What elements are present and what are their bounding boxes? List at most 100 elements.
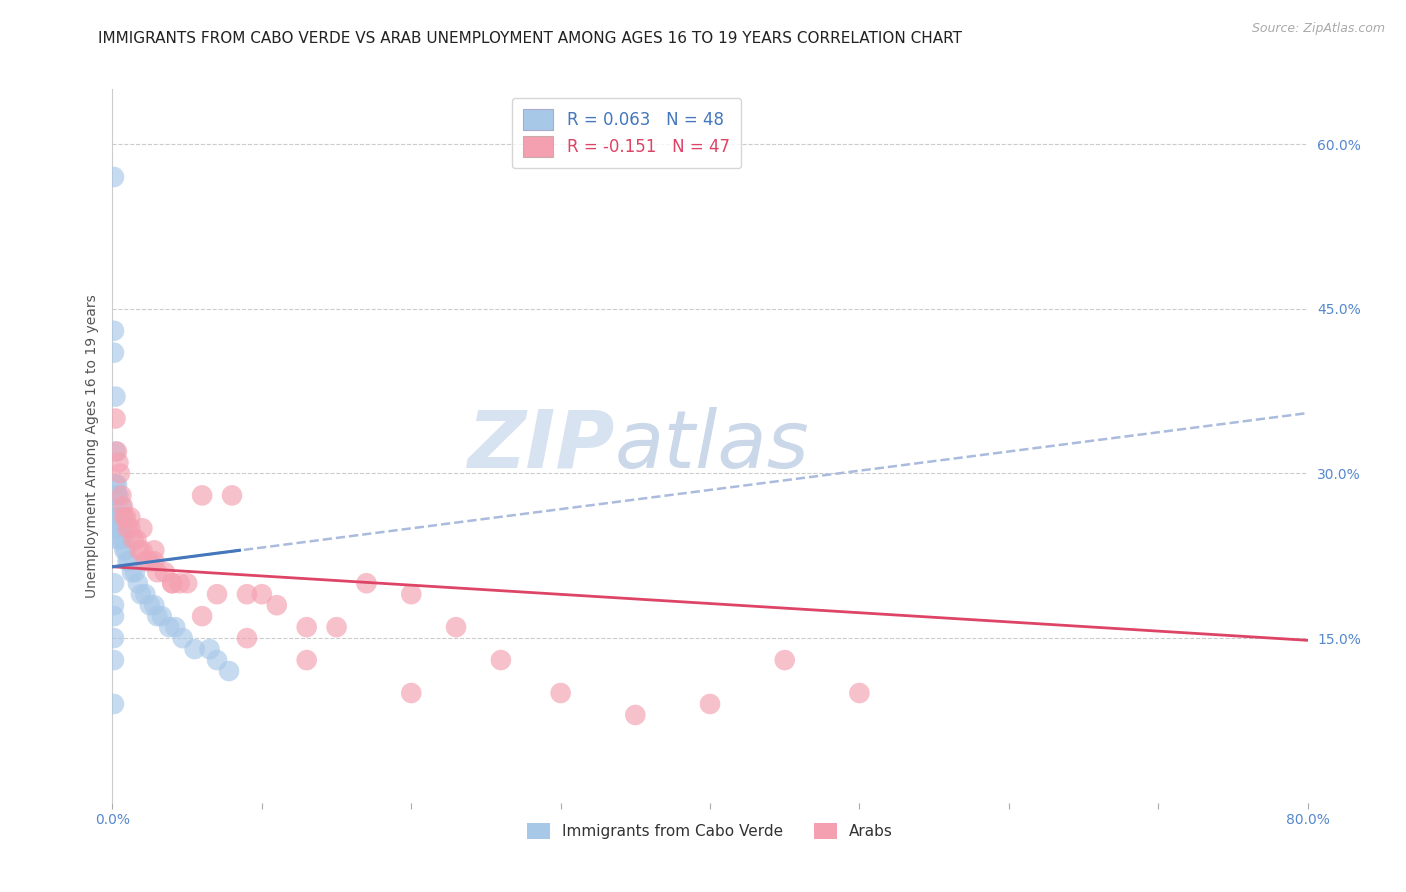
- Point: [103, 345, 125, 359]
- Point: [115, 510, 138, 524]
- Point: [104, 477, 127, 491]
- Point: [444, 620, 467, 634]
- Point: [105, 477, 128, 491]
- Point: [129, 587, 152, 601]
- Point: [104, 444, 127, 458]
- Point: [107, 488, 129, 502]
- Point: [176, 576, 198, 591]
- Point: [183, 642, 205, 657]
- Point: [250, 587, 273, 601]
- Point: [325, 620, 347, 634]
- Point: [103, 609, 125, 624]
- Point: [356, 576, 378, 591]
- Point: [110, 500, 132, 514]
- Point: [124, 566, 146, 580]
- Point: [107, 521, 129, 535]
- Point: [103, 169, 125, 184]
- Text: Source: ZipAtlas.com: Source: ZipAtlas.com: [1251, 22, 1385, 36]
- Point: [146, 566, 169, 580]
- Point: [111, 510, 134, 524]
- Point: [125, 533, 148, 547]
- Point: [107, 510, 129, 524]
- Point: [107, 455, 129, 469]
- Point: [134, 587, 156, 601]
- Point: [120, 510, 142, 524]
- Point: [128, 543, 150, 558]
- Text: IMMIGRANTS FROM CABO VERDE VS ARAB UNEMPLOYMENT AMONG AGES 16 TO 19 YEARS CORREL: IMMIGRANTS FROM CABO VERDE VS ARAB UNEMP…: [98, 31, 963, 46]
- Point: [266, 598, 288, 612]
- Point: [131, 543, 153, 558]
- Point: [127, 576, 149, 591]
- Legend: Immigrants from Cabo Verde, Arabs: Immigrants from Cabo Verde, Arabs: [522, 817, 898, 845]
- Point: [205, 653, 228, 667]
- Point: [143, 543, 166, 558]
- Point: [117, 554, 139, 568]
- Point: [699, 697, 721, 711]
- Point: [131, 521, 153, 535]
- Point: [169, 576, 191, 591]
- Point: [110, 488, 132, 502]
- Point: [162, 576, 183, 591]
- Point: [117, 521, 139, 535]
- Point: [104, 411, 127, 425]
- Point: [139, 554, 162, 568]
- Point: [157, 620, 180, 634]
- Point: [172, 631, 194, 645]
- Point: [108, 510, 131, 524]
- Point: [198, 642, 221, 657]
- Point: [120, 521, 142, 535]
- Point: [153, 566, 176, 580]
- Point: [111, 500, 134, 514]
- Point: [110, 521, 132, 535]
- Point: [105, 521, 128, 535]
- Point: [103, 576, 125, 591]
- Text: atlas: atlas: [614, 407, 810, 485]
- Point: [104, 390, 127, 404]
- Point: [103, 631, 125, 645]
- Point: [848, 686, 870, 700]
- Point: [624, 708, 647, 723]
- Point: [103, 598, 125, 612]
- Point: [111, 533, 134, 547]
- Point: [295, 620, 318, 634]
- Point: [143, 554, 166, 568]
- Point: [218, 664, 240, 678]
- Text: ZIP: ZIP: [467, 407, 614, 485]
- Point: [134, 554, 156, 568]
- Point: [118, 554, 141, 568]
- Point: [221, 488, 243, 502]
- Point: [114, 510, 135, 524]
- Point: [103, 697, 125, 711]
- Point: [401, 686, 423, 700]
- Point: [401, 587, 423, 601]
- Point: [115, 543, 138, 558]
- Point: [108, 521, 131, 535]
- Point: [108, 467, 131, 481]
- Point: [162, 576, 183, 591]
- Point: [146, 609, 169, 624]
- Point: [114, 543, 135, 558]
- Point: [139, 598, 162, 612]
- Point: [165, 620, 187, 634]
- Point: [105, 510, 128, 524]
- Point: [295, 653, 318, 667]
- Point: [105, 533, 128, 547]
- Point: [105, 444, 128, 458]
- Point: [191, 609, 214, 624]
- Point: [143, 598, 166, 612]
- Point: [105, 488, 128, 502]
- Point: [236, 587, 259, 601]
- Y-axis label: Unemployment Among Ages 16 to 19 years: Unemployment Among Ages 16 to 19 years: [84, 294, 98, 598]
- Point: [773, 653, 796, 667]
- Point: [122, 533, 145, 547]
- Point: [191, 488, 214, 502]
- Point: [121, 566, 143, 580]
- Point: [104, 488, 127, 502]
- Point: [550, 686, 572, 700]
- Point: [150, 609, 173, 624]
- Point: [489, 653, 512, 667]
- Point: [108, 533, 131, 547]
- Point: [205, 587, 228, 601]
- Point: [103, 653, 125, 667]
- Point: [236, 631, 259, 645]
